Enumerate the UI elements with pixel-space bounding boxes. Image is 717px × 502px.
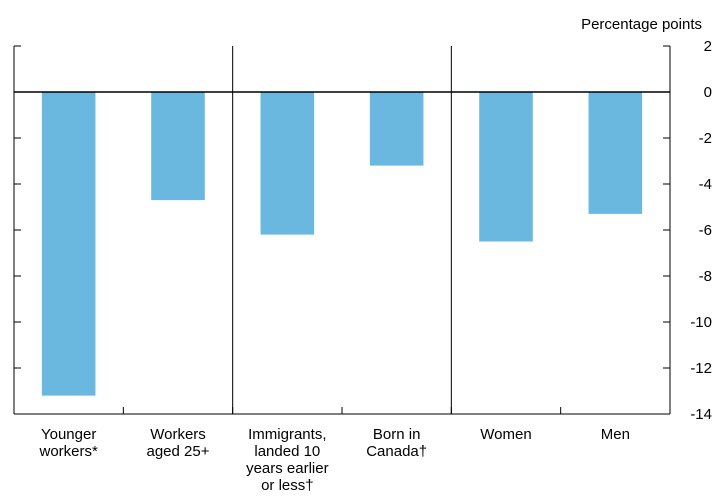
bars (41, 92, 643, 396)
bar (260, 92, 315, 235)
y-tick-label: 0 (704, 84, 712, 101)
x-axis-ticks (13, 407, 562, 414)
bar (369, 92, 424, 166)
category-label-line: Immigrants, (248, 426, 326, 443)
category-label-line: Men (601, 426, 630, 443)
category-label-line: Canada† (366, 443, 427, 460)
category-label-line: aged 25+ (147, 443, 210, 460)
y-tick-label: -2 (699, 130, 712, 147)
bar (479, 92, 533, 242)
category-label: Immigrants, landed 10 years earlier or less… (246, 426, 329, 494)
bar (151, 92, 205, 201)
category-label-line: Younger (41, 426, 96, 443)
category-label-line: Born in (373, 426, 421, 443)
y-tick-label: -10 (690, 314, 712, 331)
category-labels: Younger workers* Workers aged 25+ Immigrants… (38, 426, 629, 494)
y-tick-label: 2 (704, 38, 712, 55)
plot-frame (13, 46, 671, 415)
category-label: Men (601, 426, 630, 443)
category-label-line: years earlier (246, 460, 329, 477)
y-tick-label: -12 (690, 360, 712, 377)
y-tick-label: -4 (699, 176, 712, 193)
bar (588, 92, 643, 214)
y-tick-label: -6 (699, 222, 712, 239)
category-label: Younger workers* (38, 426, 98, 460)
category-label: Women (480, 426, 531, 443)
y-axis-title: Percentage points (581, 16, 702, 33)
category-label-line: Women (480, 426, 531, 443)
category-label-line: landed 10 (254, 443, 320, 460)
y-tick-label: -14 (690, 406, 712, 423)
category-label: Born in Canada† (366, 426, 427, 460)
category-label: Workers aged 25+ (147, 426, 210, 460)
category-label-line: or less† (261, 477, 314, 494)
category-label-line: Workers (150, 426, 206, 443)
bar (41, 92, 96, 396)
y-axis-ticks: 2 0 -2 -4 -6 -8 -10 -12 -14 (14, 38, 712, 423)
category-label-line: workers* (38, 443, 98, 460)
y-tick-label: -8 (699, 268, 712, 285)
